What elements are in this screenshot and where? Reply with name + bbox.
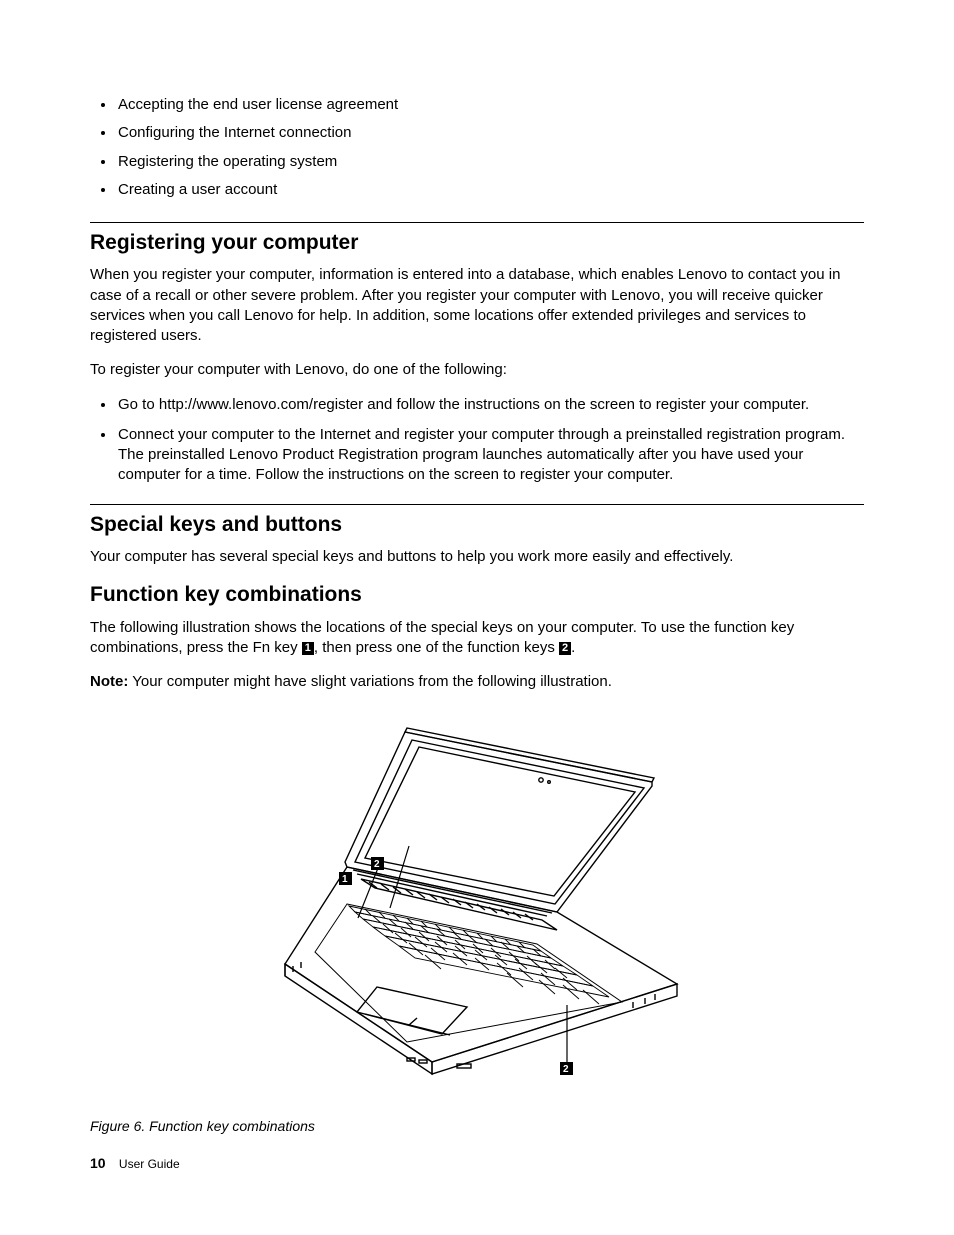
laptop-illustration: 2 1 2: [257, 712, 697, 1092]
figure-callout-2a: 2: [374, 859, 380, 870]
heading-registering: Registering your computer: [90, 229, 864, 257]
document-page: Accepting the end user license agreement…: [0, 0, 954, 1135]
figure-caption: Figure 6. Function key combinations: [90, 1117, 864, 1136]
list-item: Creating a user account: [116, 180, 864, 200]
figure-callout-1: 1: [342, 874, 348, 885]
figure-callout-2b: 2: [563, 1064, 569, 1075]
list-item: Connect your computer to the Internet an…: [116, 425, 864, 486]
note-paragraph: Note: Your computer might have slight va…: [90, 672, 864, 692]
callout-box-2: 2: [559, 642, 571, 655]
section-divider: [90, 222, 864, 223]
list-item: Go to http://www.lenovo.com/register and…: [116, 395, 864, 415]
figure-laptop: 2 1 2: [90, 712, 864, 1098]
paragraph: Your computer has several special keys a…: [90, 547, 864, 567]
heading-special-keys: Special keys and buttons: [90, 511, 864, 539]
heading-function-keys: Function key combinations: [90, 581, 864, 609]
page-number: 10: [90, 1155, 106, 1171]
paragraph-with-callouts: The following illustration shows the loc…: [90, 618, 864, 659]
intro-bullet-list: Accepting the end user license agreement…: [90, 95, 864, 200]
paragraph: When you register your computer, informa…: [90, 265, 864, 346]
section-divider: [90, 504, 864, 505]
text-run: .: [571, 639, 575, 656]
doc-title: User Guide: [119, 1157, 180, 1171]
list-item: Registering the operating system: [116, 152, 864, 172]
paragraph: To register your computer with Lenovo, d…: [90, 360, 864, 380]
page-footer: 10 User Guide: [90, 1154, 180, 1173]
note-label: Note:: [90, 673, 128, 690]
callout-box-1: 1: [302, 642, 314, 655]
list-item: Configuring the Internet connection: [116, 123, 864, 143]
register-bullet-list: Go to http://www.lenovo.com/register and…: [90, 395, 864, 486]
text-run: , then press one of the function keys: [314, 639, 559, 656]
list-item: Accepting the end user license agreement: [116, 95, 864, 115]
note-text: Your computer might have slight variatio…: [128, 673, 612, 690]
